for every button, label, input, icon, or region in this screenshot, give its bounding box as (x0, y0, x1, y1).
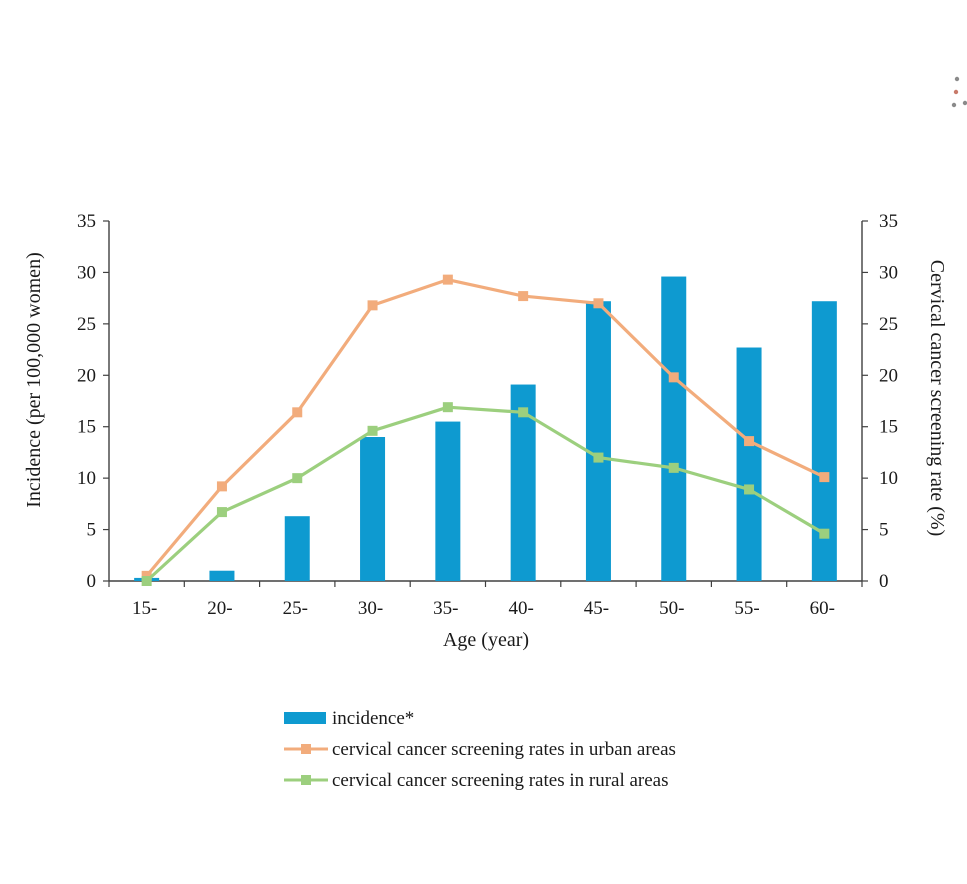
y-tick-label-right: 20 (879, 365, 898, 386)
series-line-urban (145, 278, 826, 577)
point-rural (668, 462, 679, 473)
point-urban (442, 274, 453, 285)
legend-label: incidence* (332, 708, 414, 729)
series-line-rural (145, 405, 826, 583)
point-rural (216, 507, 227, 518)
point-urban (216, 481, 227, 492)
x-tick-label: 25- (283, 598, 308, 619)
y-tick-label-left: 15 (77, 417, 96, 438)
y-tick-label-left: 30 (77, 262, 96, 283)
point-urban (593, 298, 604, 309)
legend-marker-urban (301, 744, 311, 754)
point-urban (367, 300, 378, 311)
point-rural (819, 528, 830, 539)
point-rural (442, 402, 453, 413)
x-tick-label: 20- (207, 598, 232, 619)
bars-layer (134, 276, 837, 581)
point-rural (744, 484, 755, 495)
x-tick-label: 55- (734, 598, 759, 619)
legend: incidence* cervical cancer screening rate… (284, 708, 676, 791)
legend-label: cervical cancer screening rates in urban… (332, 739, 676, 760)
bar-incidence (661, 276, 687, 581)
y-tick-label-right: 30 (879, 262, 898, 283)
y-tick-label-right: 5 (879, 520, 889, 541)
bar-incidence (736, 347, 762, 581)
y-tick-label-left: 0 (87, 571, 97, 592)
point-rural (141, 576, 152, 586)
y-tick-label-right: 0 (879, 571, 889, 592)
legend-marker-rural (301, 775, 311, 785)
y-axis-title-right: Cervical cancer screening rate (%) (926, 260, 948, 537)
x-tick-label: 30- (358, 598, 383, 619)
point-rural (518, 407, 529, 418)
point-rural (593, 452, 604, 463)
y-tick-label-right: 15 (879, 417, 898, 438)
y-tick-label-left: 25 (77, 314, 96, 335)
point-urban (141, 570, 152, 581)
y-tick-label-right: 10 (879, 468, 898, 489)
bar-incidence (360, 437, 386, 581)
y-tick-label-left: 35 (77, 211, 96, 232)
x-tick-label: 45- (584, 598, 609, 619)
bar-incidence (284, 516, 310, 581)
point-urban (819, 472, 830, 483)
lines-layer (141, 274, 830, 586)
point-urban (518, 291, 529, 302)
point-urban (668, 372, 679, 383)
legend-label: cervical cancer screening rates in rural… (332, 770, 669, 791)
y-tick-label-left: 10 (77, 468, 96, 489)
y-tick-label-left: 5 (87, 520, 97, 541)
y-axis-title-left: Incidence (per 100,000 women) (23, 252, 45, 507)
x-tick-label: 50- (659, 598, 684, 619)
x-tick-label: 60- (810, 598, 835, 619)
bar-incidence (209, 570, 235, 581)
x-tick-label: 15- (132, 598, 157, 619)
point-urban (744, 436, 755, 447)
x-tick-label: 35- (433, 598, 458, 619)
bar-incidence (435, 421, 461, 581)
y-tick-label-right: 25 (879, 314, 898, 335)
y-tick-label-right: 35 (879, 211, 898, 232)
point-rural (292, 473, 303, 484)
x-axis-title: Age (year) (443, 629, 529, 651)
legend-swatch-incidence (284, 712, 326, 724)
corner-dots-icon (951, 76, 967, 108)
point-rural (367, 425, 378, 436)
bar-incidence (811, 301, 837, 581)
x-tick-label: 40- (508, 598, 533, 619)
point-urban (292, 407, 303, 418)
bar-incidence (585, 301, 611, 581)
axes-layer: 0 5 10 15 20 25 30 35 0 5 10 15 20 25 30 35 15- 20- 25- 30-… (23, 211, 948, 651)
y-tick-label-left: 20 (77, 365, 96, 386)
